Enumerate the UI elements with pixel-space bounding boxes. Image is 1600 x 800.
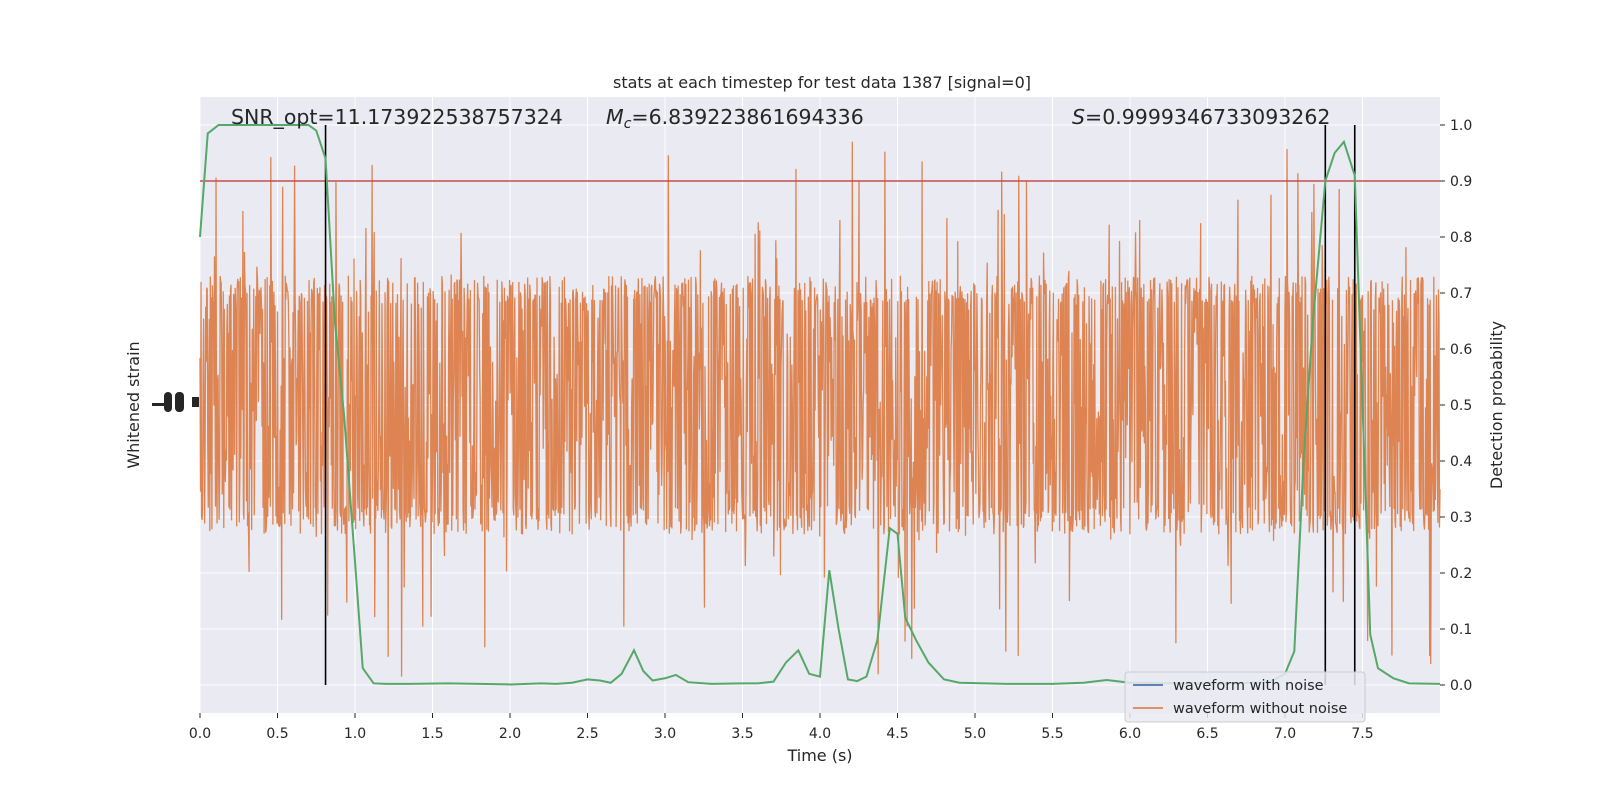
left-tick-glyph xyxy=(175,392,184,412)
y-right-tick-label: 0.8 xyxy=(1450,230,1472,246)
y-right-tick-label: 0.7 xyxy=(1450,286,1472,302)
y-right-tick-label: 0.5 xyxy=(1450,398,1472,414)
x-axis-label: Time (s) xyxy=(786,746,852,765)
y-right-tick-label: 1.0 xyxy=(1450,118,1472,134)
legend-label-without-noise: waveform without noise xyxy=(1173,701,1347,717)
x-tick-label: 2.0 xyxy=(499,726,521,742)
legend: waveform with noise waveform without noi… xyxy=(1124,671,1366,723)
s-annotation: S=0.9999346733093262 xyxy=(1072,105,1330,129)
x-tick-label: 5.0 xyxy=(964,726,986,742)
y-right-tick-label: 0.9 xyxy=(1450,174,1472,190)
y-right-axis-ticks: 0.0 0.1 0.2 0.3 0.4 0.5 0.6 0.7 0.8 0.9 1.0 xyxy=(1440,118,1472,694)
x-tick-label: 4.0 xyxy=(809,726,831,742)
detection-probability-line xyxy=(199,124,1441,686)
legend-box xyxy=(1124,671,1366,723)
x-tick-label: 4.5 xyxy=(886,726,908,742)
x-tick-label: 6.5 xyxy=(1196,726,1218,742)
snr-annotation: SNR_opt=11.173922538757324 xyxy=(231,105,563,130)
y-right-tick-label: 0.2 xyxy=(1450,566,1472,582)
chirp-mass-annotation: Mc=6.839223861694336 xyxy=(606,105,864,132)
x-axis-ticks: 0.0 0.5 1.0 1.5 2.0 2.5 3.0 3.5 4.0 4.5 5.0 5.5 6.0 6… xyxy=(189,713,1374,742)
x-tick-label: 3.5 xyxy=(731,726,753,742)
x-tick-label: 0.0 xyxy=(189,726,211,742)
x-tick-label: 7.5 xyxy=(1351,726,1373,742)
y-right-tick-label: 0.6 xyxy=(1450,342,1472,358)
y-right-tick-label: 0.1 xyxy=(1450,622,1472,638)
x-tick-label: 7.0 xyxy=(1274,726,1296,742)
waveform-without-noise-line xyxy=(199,141,1441,677)
y-right-tick-label: 0.4 xyxy=(1450,454,1472,470)
overlapped-left-tick-labels xyxy=(152,392,199,412)
y-right-axis-label: Detection probability xyxy=(1487,321,1506,489)
x-tick-label: 1.5 xyxy=(421,726,443,742)
waveform-without-noise-trace xyxy=(199,141,1441,677)
x-tick-label: 6.0 xyxy=(1119,726,1141,742)
y-right-tick-label: 0.3 xyxy=(1450,510,1472,526)
x-tick-label: 1.0 xyxy=(344,726,366,742)
x-tick-label: 2.5 xyxy=(576,726,598,742)
left-tick-glyph xyxy=(152,403,164,406)
x-tick-label: 5.5 xyxy=(1041,726,1063,742)
chart-title: stats at each timestep for test data 138… xyxy=(613,73,1031,92)
plot-area xyxy=(199,97,1441,713)
left-tick-glyph xyxy=(192,397,199,407)
legend-label-with-noise: waveform with noise xyxy=(1173,678,1324,694)
x-tick-label: 0.5 xyxy=(266,726,288,742)
y-right-tick-label: 0.0 xyxy=(1450,678,1472,694)
x-tick-label: 3.0 xyxy=(654,726,676,742)
y-left-axis-label: Whitened strain xyxy=(124,341,143,468)
vertical-markers xyxy=(324,125,1356,685)
left-tick-glyph xyxy=(164,392,172,412)
